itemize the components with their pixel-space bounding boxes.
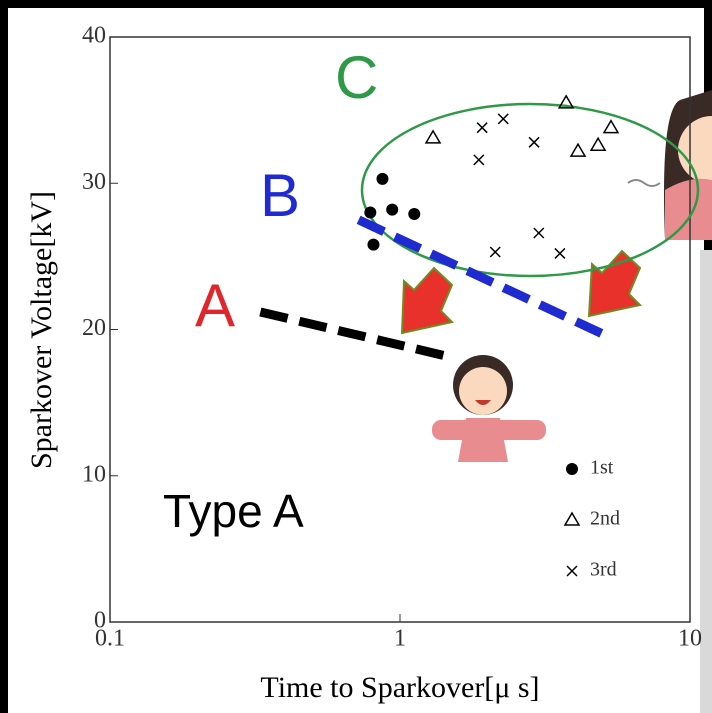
- annotation: Type A: [163, 485, 304, 537]
- x-tick-label: 0.1: [95, 626, 125, 652]
- marker: [364, 207, 376, 219]
- marker: [386, 204, 398, 216]
- legend-label: 3rd: [590, 559, 617, 581]
- background: [8, 8, 704, 713]
- marker: [408, 208, 420, 220]
- legend-label: 1st: [590, 457, 614, 479]
- legend-label: 2nd: [590, 508, 620, 530]
- trend-label: B: [260, 162, 300, 229]
- y-tick-label: 20: [82, 315, 106, 341]
- marker: [566, 463, 578, 475]
- y-tick-label: 40: [82, 23, 106, 49]
- y-axis-label: Sparkover Voltage[kV]: [25, 191, 58, 469]
- chart: Time to Sparkover[μ s] Sparkover Voltage…: [0, 0, 712, 713]
- x-tick-label: 10: [678, 626, 702, 652]
- trend-label: A: [195, 272, 235, 339]
- marker: [376, 173, 388, 185]
- y-tick-label: 10: [82, 461, 106, 487]
- y-tick-label: 30: [82, 169, 106, 195]
- x-tick-label: 1: [394, 626, 406, 652]
- x-axis-label: Time to Sparkover[μ s]: [260, 671, 539, 704]
- region-label: C: [335, 44, 378, 111]
- marker: [367, 239, 379, 251]
